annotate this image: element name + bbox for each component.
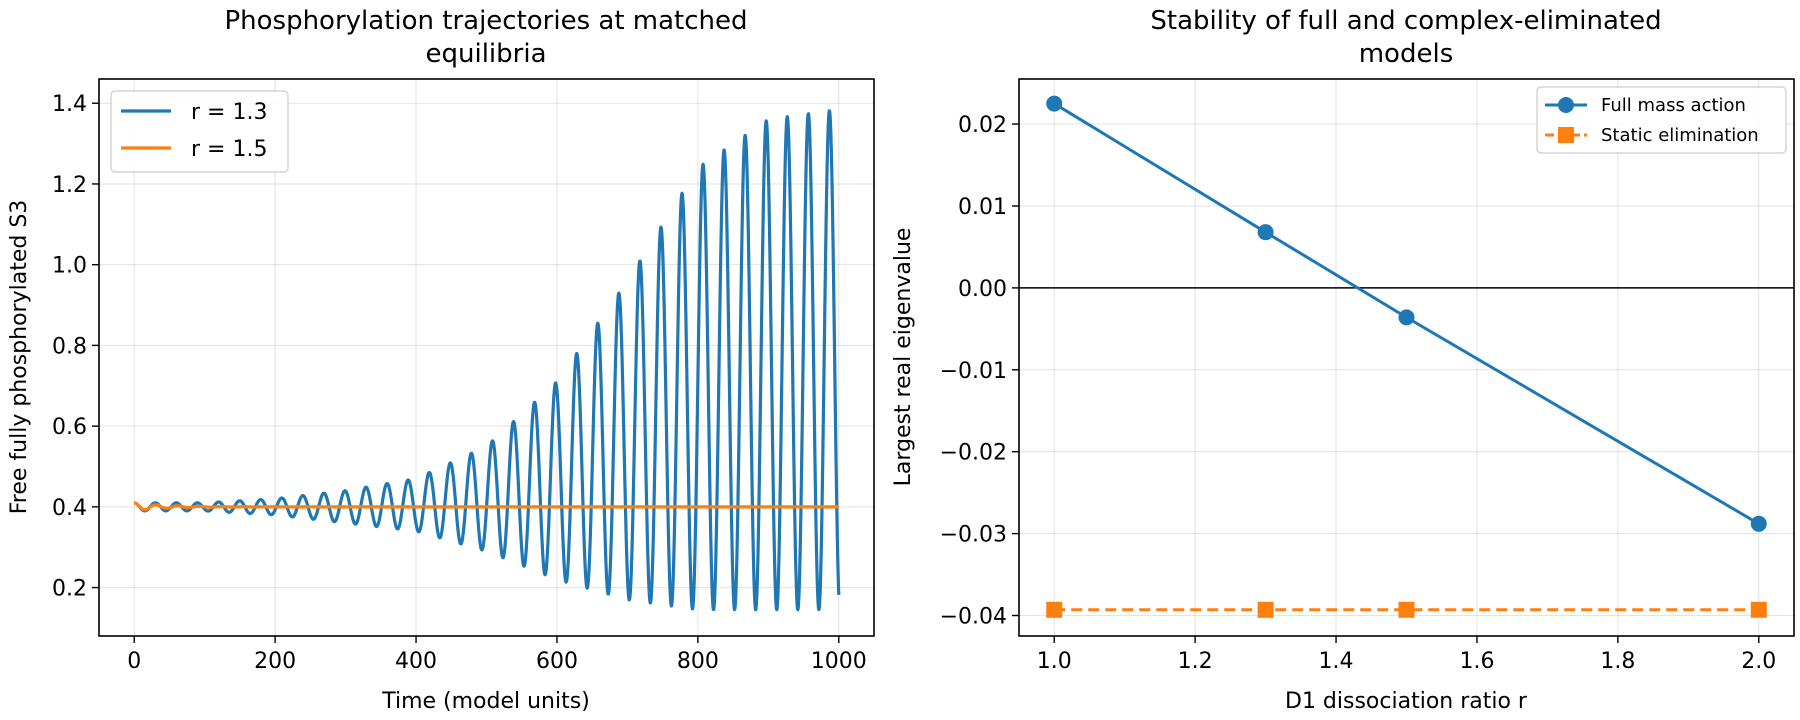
y-tick-label: 0.2 [52, 577, 87, 602]
series-line-r15 [133, 501, 839, 512]
data-point-full-mass-action [1398, 309, 1415, 326]
legend-marker-square [1558, 127, 1574, 143]
stability-x-axis-label: D1 dissociation ratio r [1285, 689, 1528, 714]
legend-label-full-mass-action: Full mass action [1601, 95, 1746, 116]
data-point-full-mass-action [1257, 224, 1274, 241]
trajectory-y-ticks: 0.2 0.4 0.6 0.8 1.0 1.2 1.4 [52, 92, 99, 602]
trajectory-axes-frame [98, 78, 875, 637]
data-point-full-mass-action [1750, 515, 1767, 532]
stability-y-ticks: −0.04 −0.03 −0.02 −0.01 0.00 0.01 0.02 [940, 113, 1019, 630]
y-tick-label: 0.6 [52, 415, 87, 440]
trajectory-panel: Phosphorylation trajectories at matched … [7, 6, 875, 714]
trajectory-x-axis-label: Time (model units) [381, 689, 590, 714]
x-tick-label: 2.0 [1741, 649, 1776, 674]
x-tick-label: 600 [536, 649, 578, 674]
stability-axes-frame [1018, 78, 1795, 637]
stability-title-line-2: models [1359, 39, 1454, 69]
legend-marker-circle [1558, 97, 1574, 113]
stability-panel: Stability of full and complex-eliminated… [891, 6, 1795, 714]
x-tick-label: 1.8 [1600, 649, 1635, 674]
y-tick-label: −0.04 [940, 605, 1007, 630]
stability-grid [1019, 79, 1794, 636]
trajectory-plot-area [132, 109, 841, 612]
data-point-full-mass-action [1046, 95, 1063, 112]
data-point-static-elimination [1257, 601, 1274, 618]
trajectory-y-axis-label: Free fully phosphorylated S3 [7, 200, 32, 515]
series-line-full-mass-action [1053, 102, 1760, 526]
trajectory-title-line-1: Phosphorylation trajectories at matched [224, 6, 747, 36]
x-tick-label: 0 [127, 649, 141, 674]
y-tick-label: 0.01 [958, 195, 1007, 220]
stability-legend: Full mass action Static elimination [1536, 86, 1787, 154]
series-line-r13 [132, 109, 841, 612]
trajectory-title-line-2: equilibria [426, 39, 547, 69]
y-tick-label: −0.01 [940, 359, 1007, 384]
y-tick-label: −0.02 [940, 441, 1007, 466]
x-tick-label: 1.4 [1319, 649, 1354, 674]
stability-plot-area [1046, 95, 1767, 618]
x-tick-label: 1.2 [1178, 649, 1213, 674]
x-tick-label: 400 [395, 649, 437, 674]
y-tick-label: 1.0 [52, 254, 87, 279]
legend-label-r13: r = 1.3 [191, 100, 267, 125]
legend-label-r15: r = 1.5 [191, 137, 267, 162]
stability-title-line-1: Stability of full and complex-eliminated [1150, 6, 1661, 36]
x-tick-label: 1.6 [1459, 649, 1494, 674]
data-point-static-elimination [1046, 601, 1063, 618]
x-tick-label: 200 [254, 649, 296, 674]
y-tick-label: −0.03 [940, 523, 1007, 548]
y-tick-label: 0.00 [958, 277, 1007, 302]
y-tick-label: 1.4 [52, 92, 87, 117]
y-tick-label: 1.2 [52, 173, 87, 198]
x-tick-label: 1000 [811, 649, 867, 674]
data-point-static-elimination [1398, 601, 1415, 618]
data-point-static-elimination [1750, 601, 1767, 618]
y-tick-label: 0.8 [52, 334, 87, 359]
legend-label-static-elimination: Static elimination [1601, 125, 1759, 146]
y-tick-label: 0.4 [52, 496, 87, 521]
stability-legend-box [1536, 86, 1787, 154]
x-tick-label: 1.0 [1037, 649, 1072, 674]
x-tick-label: 800 [677, 649, 719, 674]
y-tick-label: 0.02 [958, 113, 1007, 138]
trajectory-x-ticks: 0 200 400 600 800 1000 [127, 636, 867, 674]
stability-y-axis-label: Largest real eigenvalue [891, 228, 916, 487]
trajectory-legend: r = 1.3 r = 1.5 [110, 90, 289, 173]
stability-x-ticks: 1.0 1.2 1.4 1.6 1.8 2.0 [1037, 636, 1776, 674]
